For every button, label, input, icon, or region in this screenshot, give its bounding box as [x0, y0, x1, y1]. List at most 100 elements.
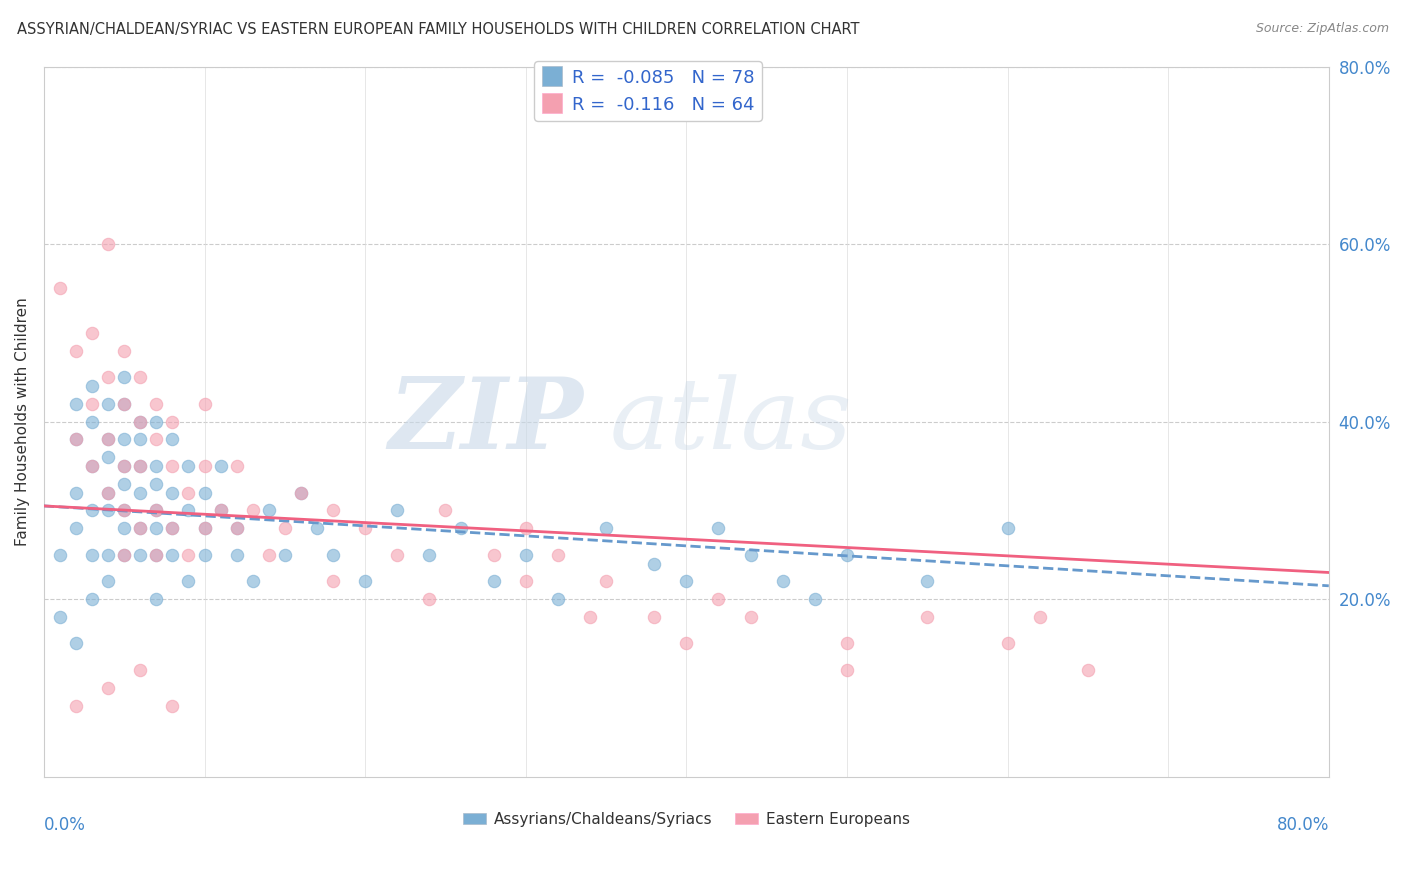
- Point: [80, 415, 103, 429]
- Point: [65, 698, 87, 713]
- Point: [997, 521, 1019, 535]
- Point: [97, 370, 120, 384]
- Point: [80, 548, 103, 562]
- Point: [418, 548, 440, 562]
- Point: [97, 485, 120, 500]
- Point: [1028, 610, 1050, 624]
- Point: [162, 521, 184, 535]
- Point: [515, 521, 537, 535]
- Point: [643, 557, 665, 571]
- Text: atlas: atlas: [609, 374, 852, 469]
- Point: [177, 485, 200, 500]
- Text: Source: ZipAtlas.com: Source: ZipAtlas.com: [1256, 22, 1389, 36]
- Point: [579, 610, 602, 624]
- Text: ASSYRIAN/CHALDEAN/SYRIAC VS EASTERN EUROPEAN FAMILY HOUSEHOLDS WITH CHILDREN COR: ASSYRIAN/CHALDEAN/SYRIAC VS EASTERN EURO…: [17, 22, 859, 37]
- Point: [97, 433, 120, 447]
- Point: [145, 415, 167, 429]
- Point: [225, 521, 247, 535]
- Point: [145, 458, 167, 473]
- Point: [145, 433, 167, 447]
- Point: [595, 521, 617, 535]
- Point: [129, 485, 152, 500]
- Point: [112, 397, 135, 411]
- Text: ZIP: ZIP: [388, 374, 583, 470]
- Point: [97, 485, 120, 500]
- Point: [80, 458, 103, 473]
- Legend: Assyrians/Chaldeans/Syriacs, Eastern Europeans: Assyrians/Chaldeans/Syriacs, Eastern Eur…: [457, 805, 915, 833]
- Point: [274, 548, 297, 562]
- Point: [80, 458, 103, 473]
- Point: [112, 503, 135, 517]
- Point: [162, 548, 184, 562]
- Point: [193, 485, 215, 500]
- Point: [354, 521, 377, 535]
- Point: [322, 503, 344, 517]
- Point: [145, 503, 167, 517]
- Point: [65, 636, 87, 650]
- Point: [482, 548, 505, 562]
- Point: [643, 610, 665, 624]
- Point: [112, 548, 135, 562]
- Point: [112, 458, 135, 473]
- Point: [835, 636, 858, 650]
- Point: [835, 548, 858, 562]
- Point: [129, 548, 152, 562]
- Point: [740, 610, 762, 624]
- Point: [434, 503, 457, 517]
- Point: [997, 636, 1019, 650]
- Point: [112, 548, 135, 562]
- Point: [112, 476, 135, 491]
- Point: [129, 433, 152, 447]
- Point: [65, 521, 87, 535]
- Point: [49, 281, 72, 295]
- Point: [145, 476, 167, 491]
- Point: [177, 503, 200, 517]
- Point: [162, 433, 184, 447]
- Point: [129, 415, 152, 429]
- Y-axis label: Family Households with Children: Family Households with Children: [15, 297, 30, 546]
- Point: [387, 548, 409, 562]
- Point: [112, 370, 135, 384]
- Point: [129, 458, 152, 473]
- Point: [707, 521, 730, 535]
- Point: [547, 592, 569, 607]
- Point: [322, 574, 344, 589]
- Point: [49, 610, 72, 624]
- Point: [515, 548, 537, 562]
- Point: [49, 548, 72, 562]
- Point: [193, 548, 215, 562]
- Point: [707, 592, 730, 607]
- Point: [193, 397, 215, 411]
- Point: [112, 343, 135, 358]
- Point: [450, 521, 472, 535]
- Point: [145, 548, 167, 562]
- Point: [129, 521, 152, 535]
- Point: [145, 521, 167, 535]
- Point: [97, 574, 120, 589]
- Point: [65, 397, 87, 411]
- Point: [145, 592, 167, 607]
- Point: [193, 521, 215, 535]
- Point: [225, 548, 247, 562]
- Point: [209, 503, 232, 517]
- Point: [835, 663, 858, 677]
- Point: [129, 370, 152, 384]
- Text: 80.0%: 80.0%: [1277, 815, 1329, 834]
- Point: [97, 503, 120, 517]
- Point: [595, 574, 617, 589]
- Point: [772, 574, 794, 589]
- Point: [290, 485, 312, 500]
- Point: [547, 548, 569, 562]
- Point: [354, 574, 377, 589]
- Point: [482, 574, 505, 589]
- Point: [274, 521, 297, 535]
- Point: [305, 521, 328, 535]
- Point: [675, 574, 697, 589]
- Point: [129, 663, 152, 677]
- Point: [112, 397, 135, 411]
- Point: [209, 503, 232, 517]
- Point: [80, 379, 103, 393]
- Point: [177, 574, 200, 589]
- Text: 0.0%: 0.0%: [44, 815, 86, 834]
- Point: [129, 458, 152, 473]
